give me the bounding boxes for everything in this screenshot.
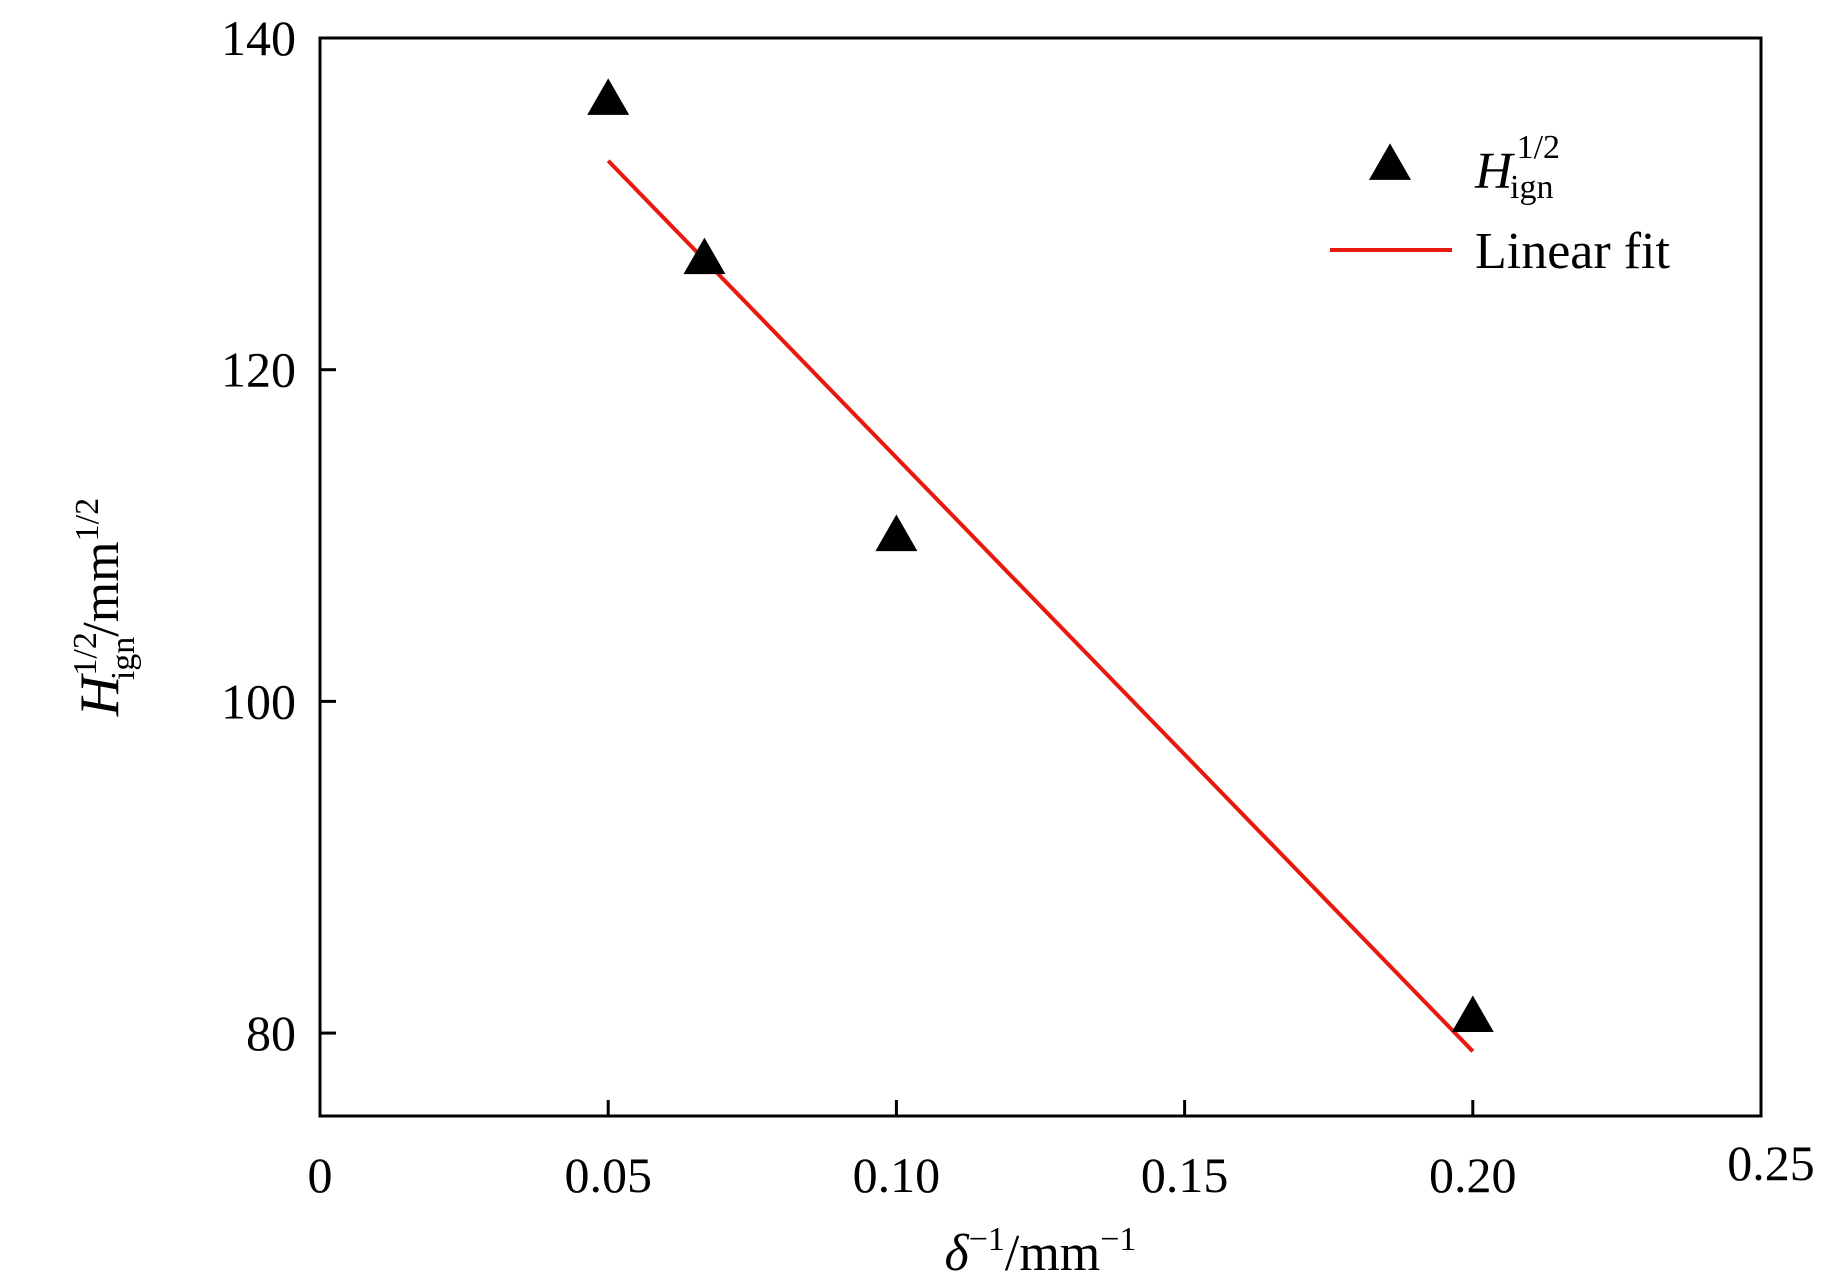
legend-label-series: H 1/2 ign [1474,129,1560,206]
y-axis-label: H1/2ign/mm1/2 [67,498,142,717]
x-tick-label: 0.25 [1727,1135,1815,1191]
axis-ticks: 0 0.05 0.10 0.15 0.20 0.25 80 100 120 140 [221,10,1815,1203]
x-tick-label: 0.15 [1141,1147,1229,1203]
data-markers [587,78,1494,1033]
y-tick-label: 80 [246,1005,296,1061]
x-tick-label: 0 [308,1147,333,1203]
legend-triangle-marker [1369,143,1411,180]
linear-fit-line [606,159,1475,1053]
y-tick-label: 100 [221,673,296,729]
x-tick-label: 0.05 [564,1147,652,1203]
fit-line-group [606,159,1475,1053]
x-tick-label: 0.20 [1429,1147,1517,1203]
x-axis-label: δ−1/mm−1 [945,1221,1137,1282]
data-point-triangle [875,514,918,552]
y-tick-label: 140 [221,10,296,66]
y-tick-label: 120 [221,342,296,398]
data-point-triangle [587,78,630,115]
data-point-triangle [1451,995,1494,1033]
data-point-triangle [683,237,726,275]
x-tick-label: 0.10 [853,1147,941,1203]
plot-area-frame [318,36,1763,1118]
legend-label-fit: Linear fit [1475,223,1670,280]
legend: H 1/2 ign Linear fit [1330,129,1670,280]
